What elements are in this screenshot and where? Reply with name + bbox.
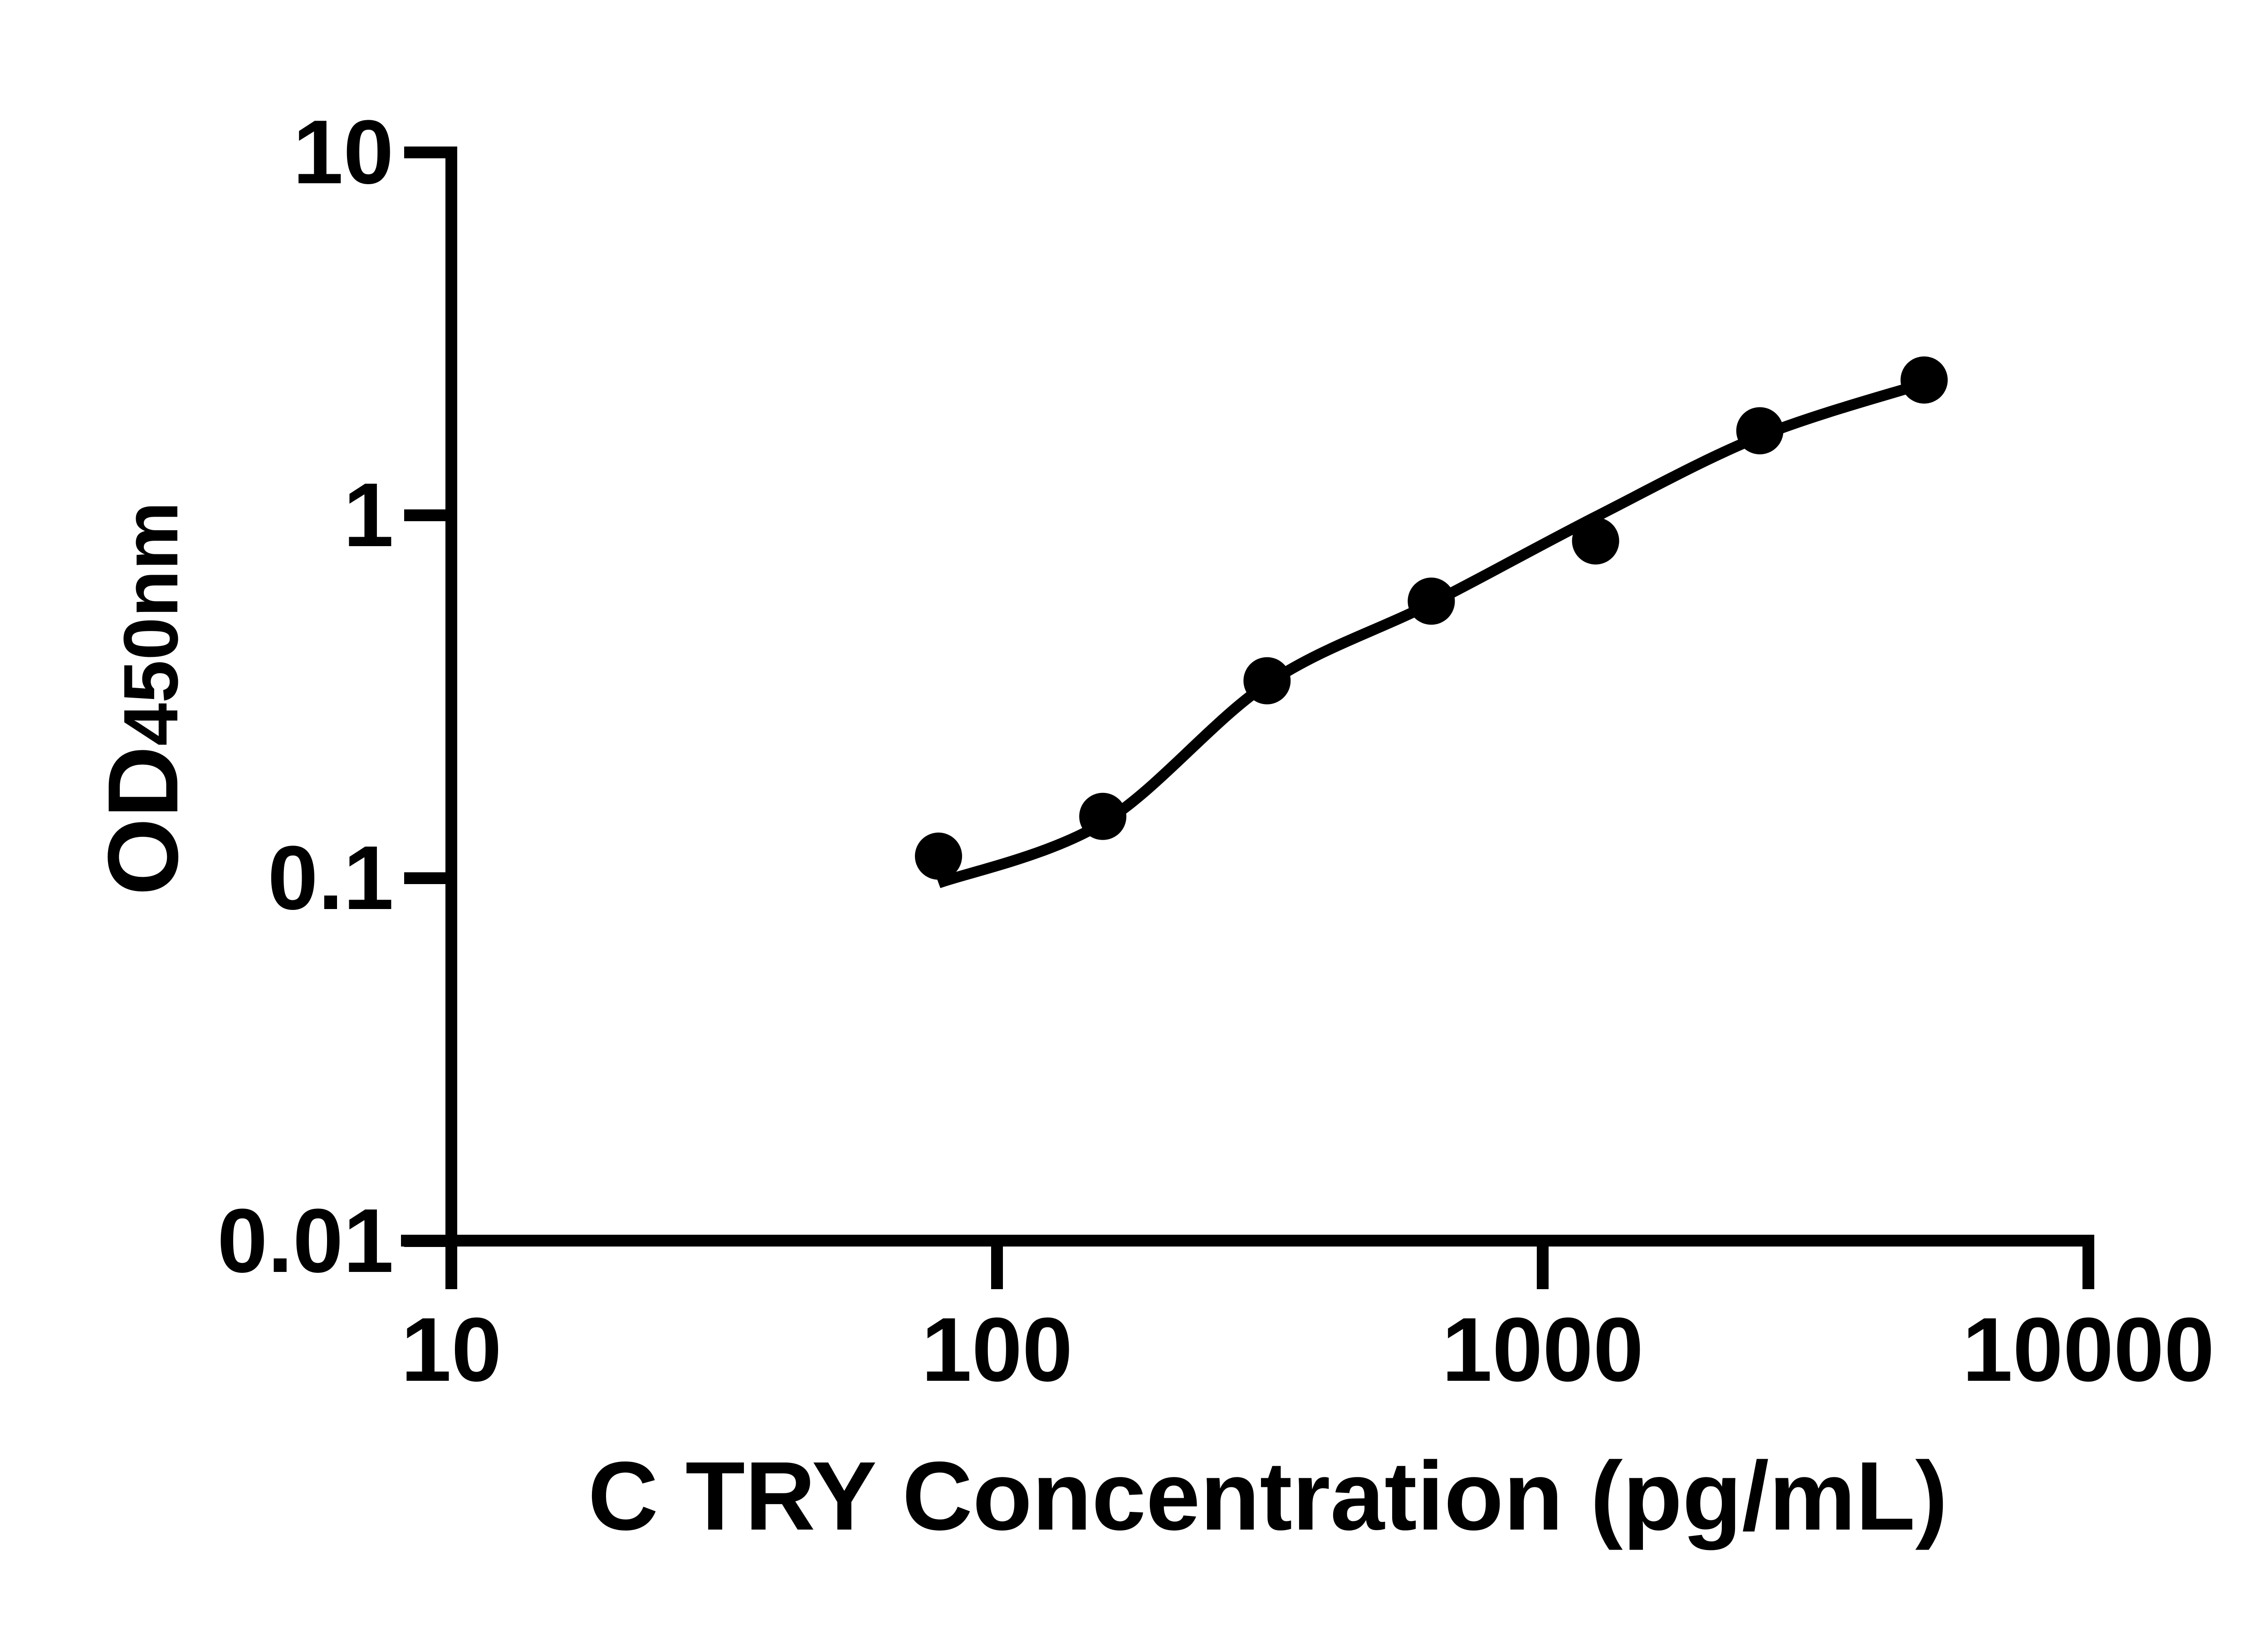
x-axis-line [401, 1235, 2094, 1247]
y-tick-label-10: 10 [293, 102, 394, 203]
data-point-6 [1736, 407, 1784, 455]
x-tick-label-10000: 10000 [1962, 1299, 2214, 1400]
y-axis-line [445, 147, 457, 1247]
y-tick-label-0.01: 0.01 [217, 1190, 394, 1291]
data-point-4 [1408, 577, 1455, 625]
x-tick-100 [991, 1247, 1003, 1289]
x-tick-10 [445, 1247, 457, 1289]
x-tick-10000 [2082, 1247, 2094, 1289]
y-tick-0.01 [404, 1235, 445, 1247]
x-tick-label-10: 10 [401, 1299, 502, 1400]
x-tick-1000 [1537, 1247, 1549, 1289]
y-tick-label-1: 1 [343, 464, 394, 566]
y-tick-label-0.1: 0.1 [268, 827, 394, 929]
data-point-3 [1243, 657, 1291, 704]
y-axis-title-main: OD [87, 746, 199, 896]
y-axis-title-sub: 450nm [108, 501, 194, 746]
data-point-7 [1900, 356, 1948, 404]
x-tick-label-1000: 1000 [1442, 1299, 1644, 1400]
y-tick-0.1 [404, 872, 445, 884]
data-point-2 [1079, 792, 1127, 840]
y-tick-10 [404, 147, 445, 158]
x-axis-title: C TRY Concentration (pg/mL) [588, 1441, 1948, 1550]
x-tick-label-100: 100 [921, 1299, 1073, 1400]
data-point-1 [915, 832, 962, 880]
data-point-5 [1572, 517, 1619, 565]
y-axis-title: OD450nm [87, 501, 199, 896]
y-tick-1 [404, 509, 445, 521]
